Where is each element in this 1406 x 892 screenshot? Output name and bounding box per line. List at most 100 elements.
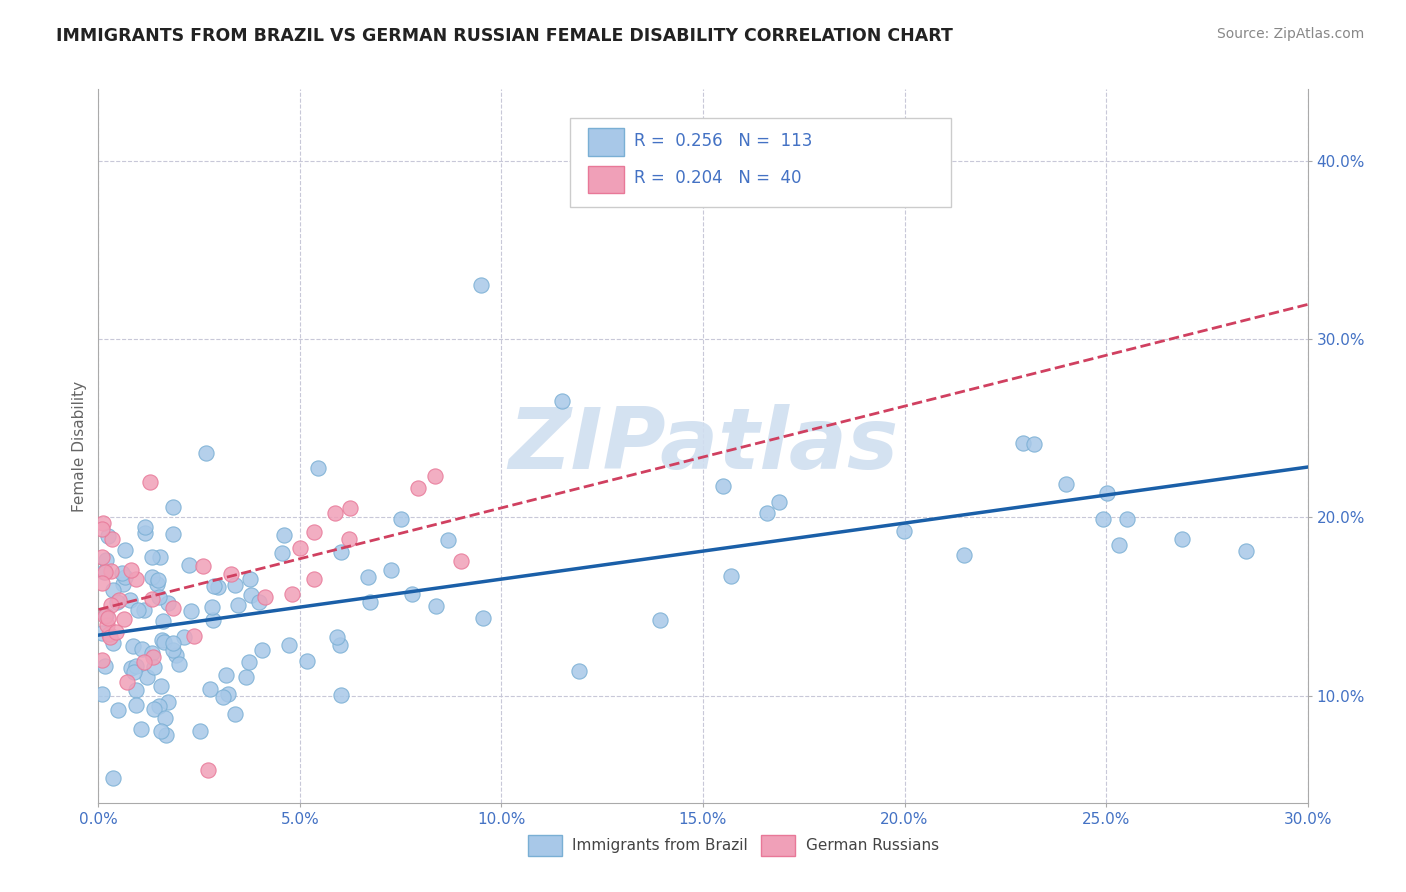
Point [124, 665, 146, 679]
Point [149, 549, 172, 564]
Point [143, 660, 166, 674]
Point [1171, 533, 1194, 547]
Point [329, 545, 352, 559]
Point [450, 554, 472, 568]
Point [97, 610, 120, 624]
Point [270, 546, 292, 560]
Point [212, 690, 235, 704]
Point [107, 703, 129, 717]
Point [247, 594, 270, 608]
Point [124, 698, 146, 712]
Point [755, 506, 778, 520]
Point [239, 572, 262, 586]
Text: German Russians: German Russians [806, 838, 939, 853]
Point [277, 638, 299, 652]
Point [155, 711, 177, 725]
Point [155, 728, 177, 742]
Point [114, 543, 136, 558]
Point [100, 598, 122, 612]
Point [952, 549, 974, 563]
Point [201, 600, 224, 615]
Text: ZIPatlas: ZIPatlas [508, 404, 898, 488]
Point [1011, 436, 1033, 450]
Point [401, 587, 423, 601]
Point [141, 570, 163, 584]
Point [120, 563, 142, 577]
Point [307, 460, 329, 475]
Point [195, 446, 218, 460]
Point [94, 565, 117, 579]
Point [91, 652, 114, 666]
Point [1108, 538, 1130, 552]
Point [337, 532, 360, 546]
Point [162, 636, 184, 650]
Point [1116, 512, 1139, 526]
Point [98, 630, 121, 644]
FancyBboxPatch shape [527, 835, 561, 856]
Point [162, 642, 184, 657]
Point [97, 529, 120, 543]
Point [893, 524, 915, 538]
Point [177, 558, 200, 573]
Point [226, 598, 249, 612]
Point [129, 722, 152, 736]
Point [125, 682, 148, 697]
Point [290, 541, 312, 555]
Point [97, 627, 120, 641]
Point [91, 575, 114, 590]
Point [142, 649, 165, 664]
Point [120, 661, 142, 675]
Point [94, 658, 117, 673]
Point [162, 527, 184, 541]
Point [124, 659, 146, 673]
Point [114, 570, 136, 584]
Text: Source: ZipAtlas.com: Source: ZipAtlas.com [1216, 27, 1364, 41]
Point [202, 579, 225, 593]
Point [135, 670, 157, 684]
Point [198, 681, 221, 696]
Point [141, 646, 163, 660]
Point [96, 553, 118, 567]
Point [281, 587, 304, 601]
Point [101, 636, 124, 650]
Point [224, 707, 246, 722]
Point [238, 655, 260, 669]
Point [131, 642, 153, 657]
Point [134, 526, 156, 541]
Point [100, 532, 122, 546]
Point [91, 516, 114, 530]
Point [117, 675, 139, 690]
Point [162, 500, 184, 514]
Point [713, 479, 735, 493]
Point [148, 698, 170, 713]
Point [423, 469, 446, 483]
Point [142, 702, 165, 716]
Point [359, 594, 381, 608]
Point [148, 591, 170, 605]
Point [437, 533, 460, 547]
Point [105, 595, 128, 609]
Point [389, 512, 412, 526]
Point [94, 608, 117, 623]
Point [1095, 486, 1118, 500]
FancyBboxPatch shape [761, 835, 794, 856]
Point [134, 603, 156, 617]
Point [1054, 476, 1077, 491]
Point [273, 528, 295, 542]
Point [93, 565, 115, 579]
Point [150, 680, 173, 694]
Point [104, 625, 127, 640]
Point [180, 604, 202, 618]
Point [1234, 543, 1257, 558]
Point [408, 481, 430, 495]
Point [471, 610, 494, 624]
Point [207, 580, 229, 594]
Point [254, 590, 277, 604]
FancyBboxPatch shape [569, 118, 950, 207]
Point [188, 724, 211, 739]
Point [1091, 511, 1114, 525]
Point [167, 657, 190, 671]
Point [101, 582, 124, 597]
Point [239, 588, 262, 602]
Point [150, 633, 173, 648]
